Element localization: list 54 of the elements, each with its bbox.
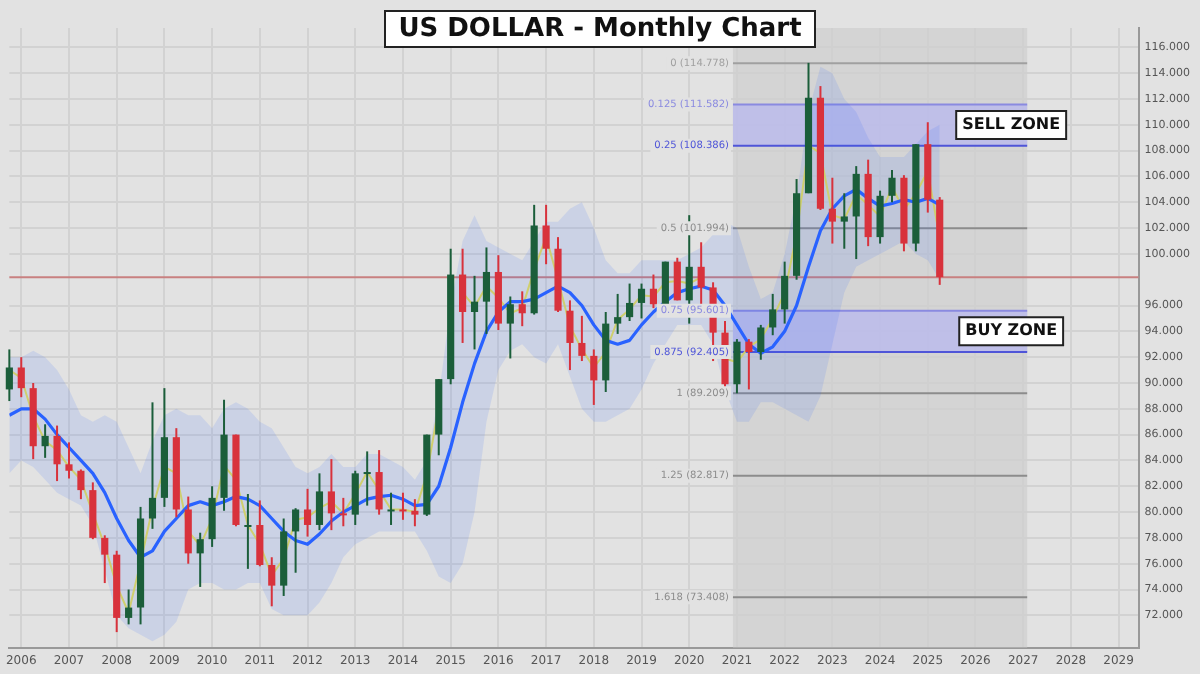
- candlestick: [614, 292, 622, 335]
- candlestick: [578, 314, 586, 363]
- candlestick: [649, 273, 658, 310]
- candlestick: [733, 338, 741, 395]
- candlestick: [292, 507, 300, 574]
- candlestick: [840, 192, 848, 250]
- candlestick: [459, 247, 467, 344]
- candlestick: [327, 458, 335, 532]
- candlestick: [339, 496, 347, 528]
- candlestick: [781, 260, 789, 325]
- candlestick: [626, 282, 634, 323]
- candlestick: [53, 424, 61, 483]
- candlestick: [470, 274, 479, 351]
- candlestick: [745, 338, 753, 391]
- candlestick: [828, 176, 836, 245]
- candlestick: [184, 495, 192, 565]
- candlestick: [888, 168, 896, 204]
- candlestick: [399, 491, 407, 521]
- candlestick: [256, 499, 264, 568]
- candlestick: [148, 401, 157, 530]
- candlestick: [387, 491, 395, 526]
- candlestick: [303, 487, 312, 538]
- candlestick: [363, 450, 371, 507]
- candlestick: [482, 246, 491, 335]
- candlestick: [518, 290, 526, 328]
- band-label: SELL ZONE: [962, 115, 1061, 134]
- candlestick: [876, 189, 884, 245]
- candlestick: [89, 481, 97, 541]
- candlestick: [17, 356, 25, 399]
- candlestick: [5, 348, 13, 403]
- candlestick: [411, 498, 419, 528]
- candlestick: [852, 165, 860, 261]
- chart-title: US DOLLAR - Monthly Chart: [384, 10, 816, 48]
- candlestick: [757, 323, 765, 361]
- candlestick: [673, 256, 681, 302]
- candlestick: [566, 299, 574, 372]
- candlestick: [208, 485, 216, 548]
- candlestick: [65, 441, 73, 480]
- band-label: BUY ZONE: [965, 321, 1058, 340]
- candlestick: [375, 449, 383, 516]
- candlestick: [125, 588, 133, 626]
- candlestick: [101, 534, 109, 585]
- candlestick: [41, 423, 49, 459]
- candlestick: [315, 472, 324, 532]
- candlestick: [590, 348, 598, 406]
- candlestick: [196, 531, 204, 588]
- candlestick: [542, 203, 550, 266]
- candlestick: [77, 468, 85, 501]
- candlestick: [769, 292, 777, 337]
- candlestick: [637, 282, 646, 320]
- candlestick: [268, 556, 276, 608]
- candlestick: [244, 492, 252, 570]
- candlestick: [506, 295, 514, 360]
- candlestick: [351, 469, 359, 526]
